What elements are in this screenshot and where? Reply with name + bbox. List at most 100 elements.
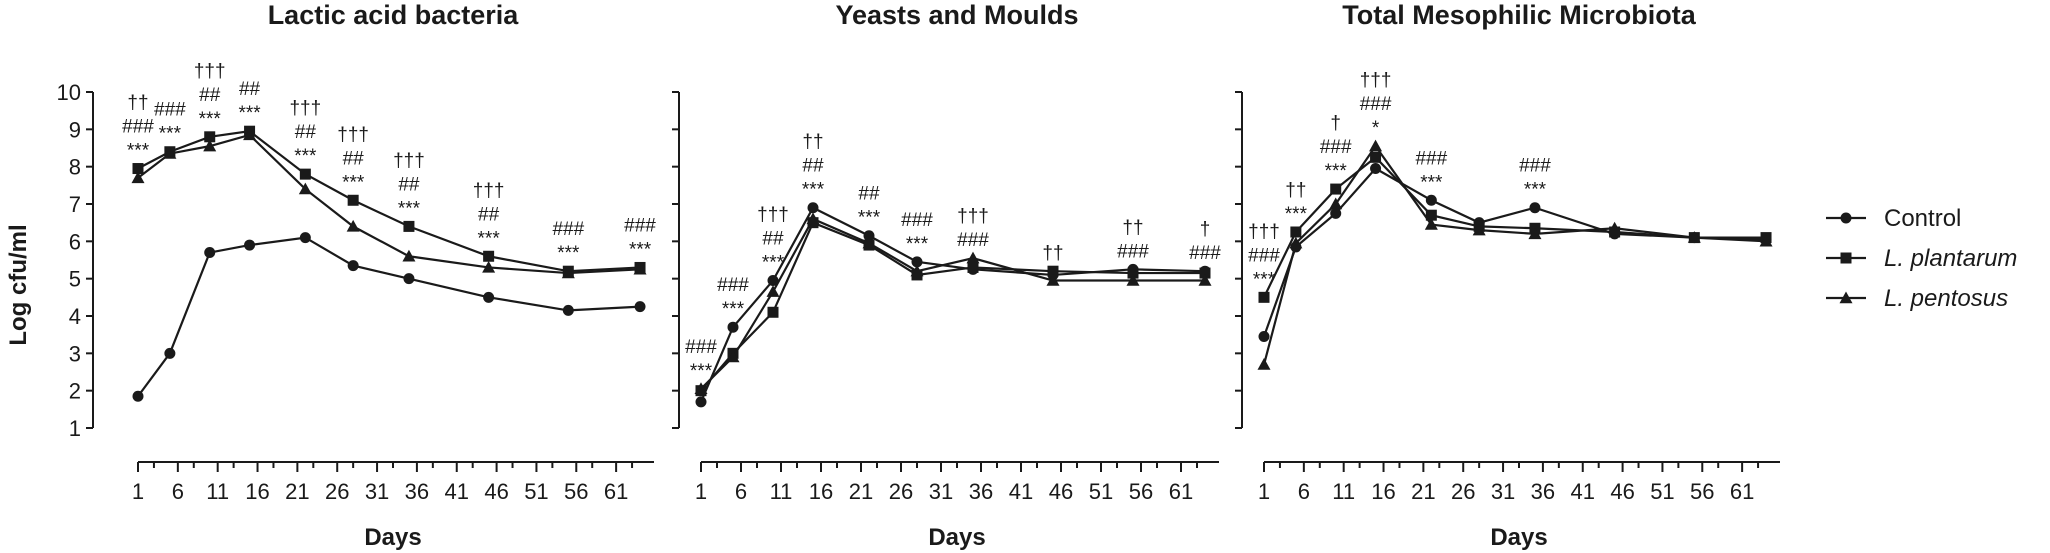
significance-label: *** [127,141,150,162]
x-tick-label: 1 [695,479,707,504]
significance-label: †† [1285,180,1306,201]
significance-label: ## [239,79,261,100]
data-point [1424,218,1438,230]
significance-label: *** [557,243,580,264]
significance-label: *** [199,109,222,130]
data-point [244,239,256,251]
significance-label: *** [762,253,785,274]
significance-label: *** [342,172,365,193]
significance-label: *** [294,146,317,167]
significance-label: ††† [337,124,369,145]
significance-label: ### [1360,94,1392,115]
x-tick-label: 41 [445,479,469,504]
data-point [561,266,575,279]
significance-label: *** [1420,172,1443,193]
significance-label: ††† [289,98,321,119]
significance-label: ## [762,229,784,250]
significance-label: ## [295,122,317,143]
x-tick-label: 6 [735,479,747,504]
data-point [1199,267,1211,279]
significance-marker: ### *** [717,275,749,320]
y-axis-title-group: Log cfu/ml [5,224,32,345]
significance-label: ††† [473,180,505,201]
data-point [1126,274,1140,286]
x-tick-label: 56 [1129,479,1153,504]
data-point [1608,221,1622,234]
significance-label: ††† [393,150,425,171]
data-point [204,131,216,143]
x-tick-label: 31 [929,479,953,504]
significance-label: ††† [957,206,989,227]
significance-label: ### [552,219,584,240]
data-point [1329,197,1343,210]
x-axis-title: Days [364,524,421,551]
x-tick-label: 51 [1650,479,1674,504]
y-tick-label: 9 [69,117,81,142]
series-triangle [1257,139,1773,370]
significance-label: ### [154,100,186,121]
x-tick-label: 16 [245,479,269,504]
significance-marker: ††† ## *** [393,150,425,219]
x-tick-label: 1 [132,479,144,504]
significance-label: ††† [194,61,226,82]
significance-label: † [1330,113,1341,134]
series-circle [132,232,646,402]
significance-marker: †† [1042,243,1063,264]
data-point [806,212,820,225]
significance-marker: † ### [1189,219,1221,264]
x-tick-label: 21 [849,479,873,504]
data-point [132,163,144,175]
significance-marker: †† ### [1117,217,1149,262]
data-point [298,182,312,195]
y-tick-label: 8 [69,155,81,180]
significance-label: †† [1122,217,1143,238]
significance-label: * [1372,118,1380,139]
x-tick-label: 26 [1451,479,1475,504]
x-axis-title: Days [928,524,985,551]
legend-item: L. plantarum [1826,245,2017,272]
significance-marker: ††† ### *** [1248,221,1280,290]
data-point [1258,331,1270,343]
significance-label: *** [238,103,261,124]
significance-marker: ### *** [624,215,656,260]
x-tick-label: 61 [1730,479,1754,504]
data-point [766,285,780,297]
y-tick-label: 5 [69,267,81,292]
significance-marker: ### *** [1415,148,1447,193]
data-point [204,247,216,259]
significance-label: †† [1042,243,1063,264]
significance-label: ### [122,117,154,138]
data-point [131,171,145,184]
x-tick-label: 36 [405,479,429,504]
legend: Control L. plantarum L. pentosus [1826,205,2017,312]
x-tick-label: 46 [1610,479,1634,504]
x-tick-label: 46 [1049,479,1073,504]
series-line [137,236,641,397]
significance-marker: ††† ## *** [194,61,226,130]
significance-label: †† [802,132,823,153]
legend-marker [1840,252,1852,264]
data-point [862,236,876,249]
data-point [1472,223,1486,236]
data-point [1330,207,1342,219]
data-point [1425,194,1437,206]
data-point [347,260,359,272]
x-tick-label: 61 [1169,479,1193,504]
significance-label: † [1200,219,1211,240]
data-point [299,168,311,180]
x-tick-label: 41 [1571,479,1595,504]
series-line [700,221,1205,392]
significance-label: ## [398,174,420,195]
data-point [967,261,979,273]
significance-label: ††† [1248,221,1280,242]
x-tick-label: 56 [564,479,588,504]
series-line [1263,155,1767,298]
x-tick-label: 26 [889,479,913,504]
legend-marker [1839,291,1853,304]
data-point [1047,265,1059,277]
x-tick-label: 56 [1690,479,1714,504]
data-point [726,350,740,363]
x-tick-label: 6 [1298,479,1310,504]
panel-title: Total Mesophilic Microbiota [1342,0,1697,30]
